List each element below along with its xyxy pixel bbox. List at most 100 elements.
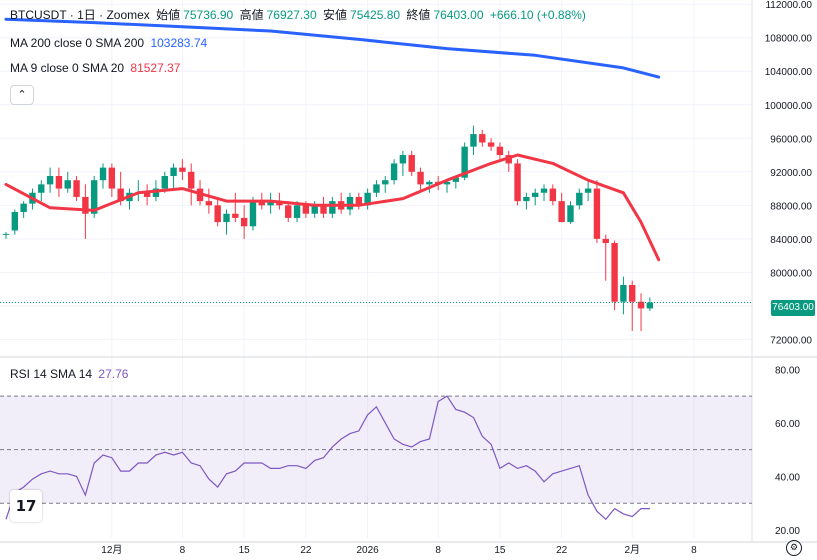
candle-body bbox=[408, 155, 415, 172]
rsi-tick-label: 20.00 bbox=[775, 526, 800, 537]
candle bbox=[496, 142, 504, 160]
tradingview-logo[interactable]: 17 bbox=[10, 490, 42, 522]
open-label: 始値 bbox=[156, 8, 181, 22]
candle-body bbox=[399, 155, 407, 164]
candle-body bbox=[73, 180, 80, 197]
candle-body bbox=[232, 213, 239, 218]
candle-body bbox=[293, 205, 301, 218]
ma200-value: 103283.74 bbox=[150, 36, 208, 50]
candle-body bbox=[496, 146, 504, 156]
candle-body bbox=[143, 192, 151, 197]
candle-body bbox=[214, 205, 221, 223]
candles bbox=[2, 125, 654, 332]
candle bbox=[523, 192, 530, 210]
candle bbox=[99, 163, 107, 189]
candle bbox=[514, 159, 521, 206]
candle-body bbox=[567, 205, 574, 223]
candle-body bbox=[329, 201, 336, 214]
rsi-value: 27.76 bbox=[98, 367, 129, 381]
candle bbox=[602, 234, 609, 281]
candle-body bbox=[64, 180, 71, 189]
candle bbox=[64, 171, 71, 193]
ma9-value: 81527.37 bbox=[130, 61, 181, 75]
candle-body bbox=[523, 196, 530, 202]
candle bbox=[126, 188, 133, 210]
price-tick-label: 84000.00 bbox=[770, 235, 812, 246]
candle-body bbox=[240, 217, 248, 227]
candle-body bbox=[20, 203, 27, 213]
candle-body bbox=[620, 284, 627, 302]
candle-body bbox=[479, 134, 486, 143]
candle-body bbox=[117, 188, 124, 202]
candle bbox=[240, 205, 248, 239]
collapse-legend-button[interactable]: ⌃ bbox=[10, 85, 34, 105]
candle bbox=[558, 192, 565, 223]
grid bbox=[0, 0, 817, 543]
candle bbox=[382, 176, 389, 193]
candle-body bbox=[593, 188, 601, 239]
ma9-line bbox=[4, 153, 661, 262]
candle bbox=[38, 180, 45, 202]
candle-body bbox=[514, 163, 521, 202]
candle-body bbox=[11, 212, 19, 231]
candle bbox=[11, 209, 19, 235]
candle-body bbox=[346, 196, 354, 210]
price-tick-label: 72000.00 bbox=[770, 335, 812, 346]
candle bbox=[267, 192, 274, 214]
legend-main: BTCUSDT · 1日 · Zoomex 始値 75736.90 高値 76927… bbox=[10, 6, 589, 23]
candle-body bbox=[249, 201, 257, 227]
time-tick-label: 2月 bbox=[624, 544, 640, 556]
time-tick-label: 12月 bbox=[101, 544, 122, 556]
candle-body bbox=[161, 176, 168, 189]
candle-body bbox=[267, 201, 274, 206]
candle bbox=[232, 192, 239, 223]
ma200-label: MA 200 close 0 SMA 200 bbox=[10, 36, 145, 50]
candle bbox=[646, 297, 654, 311]
legend-ma9[interactable]: MA 9 close 0 SMA 20 81527.37 bbox=[10, 61, 183, 75]
candle bbox=[73, 176, 80, 202]
time-tick-label: 2026 bbox=[356, 545, 379, 556]
candle bbox=[46, 167, 54, 193]
candle-body bbox=[364, 192, 371, 206]
candle bbox=[364, 188, 371, 210]
candle-body bbox=[82, 196, 89, 214]
candle-body bbox=[602, 238, 609, 244]
rsi-tick-label: 80.00 bbox=[775, 365, 800, 376]
candle-body bbox=[302, 205, 310, 214]
candle bbox=[170, 163, 177, 189]
candle bbox=[82, 184, 89, 239]
candle bbox=[576, 188, 583, 210]
candle bbox=[390, 159, 398, 185]
rsi-tick-label: 40.00 bbox=[775, 472, 800, 483]
time-tick-label: 22 bbox=[300, 545, 312, 556]
candle-body bbox=[540, 188, 548, 193]
low-label: 安値 bbox=[323, 8, 348, 22]
candle-body bbox=[46, 176, 54, 185]
candle bbox=[2, 232, 10, 239]
candle bbox=[55, 167, 63, 197]
candle bbox=[355, 192, 362, 210]
candle-body bbox=[320, 205, 327, 214]
candle bbox=[540, 184, 548, 202]
candle-body bbox=[373, 184, 380, 193]
candle-body bbox=[390, 163, 398, 181]
candle-body bbox=[152, 188, 160, 197]
candle bbox=[179, 159, 186, 181]
candle-body bbox=[426, 181, 433, 185]
candle bbox=[505, 150, 512, 172]
symbol-label[interactable]: BTCUSDT · 1日 · Zoomex bbox=[10, 8, 150, 22]
price-tick-label: 104000.00 bbox=[765, 67, 813, 78]
candle-body bbox=[311, 205, 318, 214]
candle bbox=[399, 150, 407, 176]
candle bbox=[479, 129, 486, 147]
candle bbox=[584, 180, 592, 202]
price-tick-label: 88000.00 bbox=[770, 201, 812, 212]
settings-icon[interactable]: ⚙ bbox=[786, 540, 802, 556]
candle-body bbox=[576, 192, 583, 206]
legend-ma200[interactable]: MA 200 close 0 SMA 200 103283.74 bbox=[10, 36, 210, 50]
candle bbox=[188, 163, 195, 206]
candle bbox=[487, 138, 495, 151]
legend-rsi[interactable]: RSI 14 SMA 14 27.76 bbox=[10, 367, 131, 381]
candle bbox=[285, 201, 292, 223]
